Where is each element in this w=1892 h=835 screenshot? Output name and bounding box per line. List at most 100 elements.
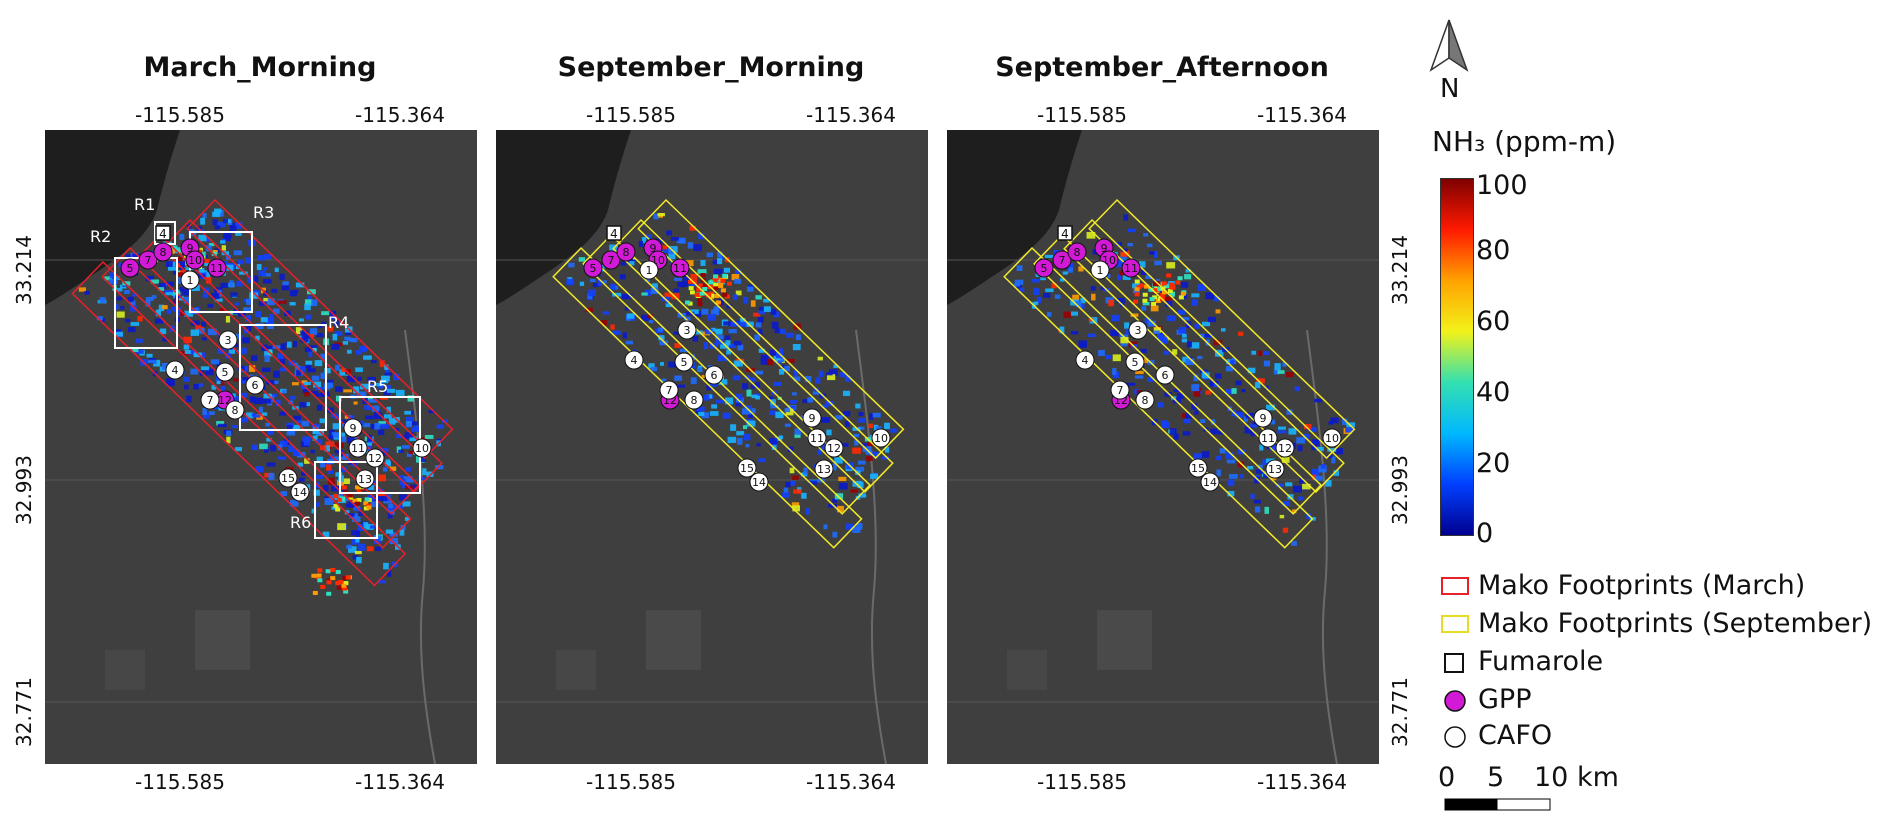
gpp-marker bbox=[601, 250, 621, 270]
mako-footprint bbox=[612, 218, 894, 493]
lon-tick-bottom: -115.585 bbox=[135, 770, 225, 794]
cafo-label: 10 bbox=[415, 442, 429, 455]
mako-footprint bbox=[1033, 233, 1323, 515]
cafo-marker bbox=[412, 438, 432, 458]
cafo-label: 5 bbox=[681, 356, 688, 369]
region-box bbox=[314, 461, 378, 539]
panel-title-march-morning: March_Morning bbox=[143, 52, 377, 83]
legend-september-footprint: Mako Footprints (September) bbox=[1478, 608, 1873, 639]
cafo-label: 11 bbox=[810, 432, 824, 445]
map-panel-march-morning: R1 R2 R3 R4 R5 R6 4 5 7 8 9 10 11 12 1 3 4 5 6 7 8 9 10 11 12 13 1… bbox=[45, 130, 477, 764]
urban-area bbox=[105, 650, 145, 690]
river bbox=[855, 329, 887, 764]
cafo-label: 13 bbox=[817, 463, 831, 476]
fumarole-label: 4 bbox=[1061, 227, 1069, 241]
lon-tick-bottom: -115.585 bbox=[1037, 770, 1127, 794]
colorbar-tick: 80 bbox=[1476, 235, 1511, 266]
gpp-marker bbox=[670, 258, 690, 278]
fumarole-label: 4 bbox=[159, 227, 167, 241]
mako-footprint bbox=[71, 260, 407, 587]
gpp-marker bbox=[583, 258, 603, 278]
gpp-marker bbox=[120, 258, 140, 278]
lon-tick-top: -115.364 bbox=[355, 103, 445, 127]
lon-tick-top: -115.364 bbox=[806, 103, 896, 127]
cafo-marker bbox=[1265, 459, 1285, 479]
cafo-marker bbox=[1155, 365, 1175, 385]
panel-title-september-afternoon: September_Afternoon bbox=[995, 52, 1329, 83]
cafo-label: 4 bbox=[1082, 354, 1089, 367]
gpp-marker bbox=[1052, 250, 1072, 270]
cafo-marker bbox=[365, 448, 385, 468]
lat-tick-left: 32.993 bbox=[12, 455, 36, 525]
lat-tick-right: 32.771 bbox=[1388, 677, 1412, 747]
cafo-marker bbox=[1188, 458, 1208, 478]
gpp-label: 9 bbox=[187, 242, 194, 255]
gpp-marker bbox=[1121, 258, 1141, 278]
cafo-marker bbox=[684, 390, 704, 410]
cafo-marker bbox=[278, 468, 298, 488]
gpp-label: 7 bbox=[1059, 254, 1066, 267]
gpp-label: 7 bbox=[145, 254, 152, 267]
cafo-label: 1 bbox=[646, 264, 653, 277]
footprint-outlines bbox=[552, 198, 905, 549]
mako-footprint bbox=[1003, 246, 1314, 549]
lat-tick-left: 32.771 bbox=[12, 677, 36, 747]
water-body bbox=[496, 130, 631, 305]
cafo-label: 10 bbox=[1325, 432, 1339, 445]
scale-label-5: 5 bbox=[1487, 762, 1505, 793]
lon-tick-top: -115.364 bbox=[1257, 103, 1347, 127]
gpp-label: 10 bbox=[188, 254, 202, 267]
cafo-label: 9 bbox=[809, 412, 816, 425]
fumarole-marker bbox=[1057, 225, 1073, 241]
cafo-label: 12 bbox=[368, 452, 382, 465]
mako-footprint bbox=[101, 246, 412, 549]
cafo-marker bbox=[355, 469, 375, 489]
river bbox=[1306, 329, 1338, 764]
cafo-marker bbox=[1200, 472, 1220, 492]
cafo-marker bbox=[215, 362, 235, 382]
cafo-label: 14 bbox=[293, 486, 307, 499]
gpp-label: 11 bbox=[210, 262, 224, 275]
cafo-label: 15 bbox=[281, 472, 295, 485]
north-arrow-icon bbox=[1429, 19, 1469, 72]
cafo-marker bbox=[1275, 438, 1295, 458]
gpp-label: 11 bbox=[673, 262, 687, 275]
cafo-marker bbox=[1322, 428, 1342, 448]
gpp-label: 8 bbox=[160, 246, 167, 259]
cafo-label: 14 bbox=[752, 476, 766, 489]
cafo-marker bbox=[807, 428, 827, 448]
gpp-marker bbox=[1034, 258, 1054, 278]
cafo-label: 14 bbox=[1203, 476, 1217, 489]
water-body bbox=[45, 130, 180, 305]
cafo-label: 11 bbox=[351, 442, 365, 455]
cafo-marker bbox=[677, 320, 697, 340]
lon-tick-top: -115.585 bbox=[1037, 103, 1127, 127]
cafo-label: 3 bbox=[225, 334, 232, 347]
cafo-marker bbox=[245, 375, 265, 395]
region-box bbox=[239, 324, 327, 431]
cafo-label: 8 bbox=[691, 394, 698, 407]
cafo-label: 6 bbox=[1162, 369, 1169, 382]
legend-september-footprint-swatch bbox=[1441, 615, 1469, 633]
gpp-label: 5 bbox=[590, 262, 597, 275]
cafo-marker bbox=[814, 459, 834, 479]
cafo-label: 13 bbox=[358, 473, 372, 486]
cafo-label: 4 bbox=[631, 354, 638, 367]
legend-march-footprint: Mako Footprints (March) bbox=[1478, 570, 1806, 601]
cafo-marker bbox=[704, 365, 724, 385]
fumarole-label: 4 bbox=[610, 227, 618, 241]
colorbar-title: NH₃ (ppm-m) bbox=[1432, 125, 1617, 158]
colorbar-tick: 20 bbox=[1476, 448, 1511, 479]
cafo-marker bbox=[639, 260, 659, 280]
gpp-icon bbox=[1444, 690, 1466, 712]
cafo-label: 6 bbox=[252, 379, 259, 392]
cafo-marker bbox=[659, 380, 679, 400]
lon-tick-bottom: -115.364 bbox=[355, 770, 445, 794]
cafo-icon bbox=[1444, 726, 1466, 748]
mako-footprint bbox=[582, 233, 872, 515]
region-label: R6 bbox=[290, 513, 311, 532]
cafo-marker bbox=[1128, 320, 1148, 340]
cafo-marker bbox=[1110, 380, 1130, 400]
fumarole-marker bbox=[155, 225, 171, 241]
